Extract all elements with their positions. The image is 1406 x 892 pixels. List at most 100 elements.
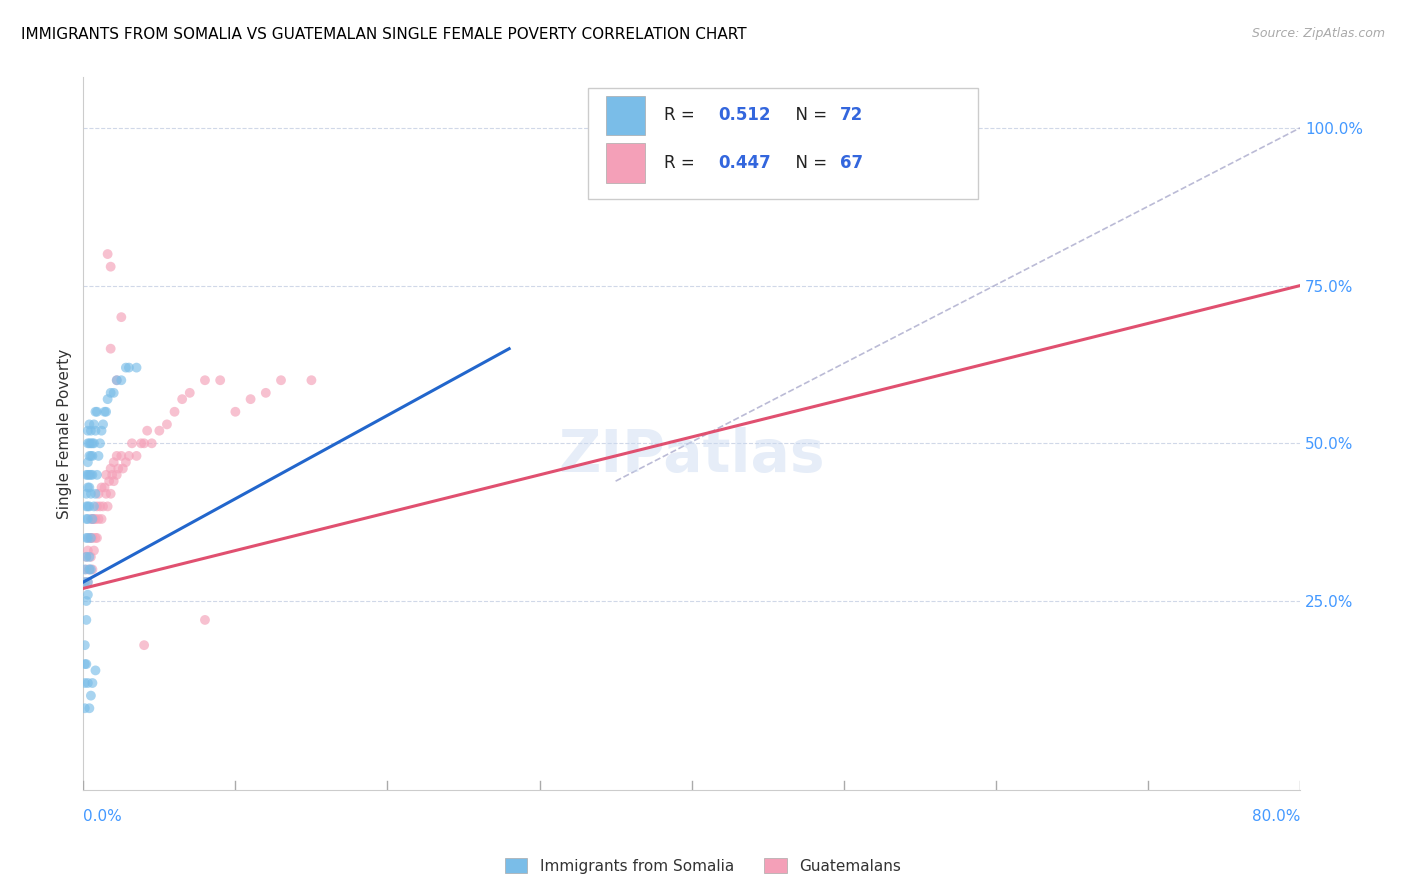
- Point: [73, 575, 96, 590]
- Point: [73, 676, 96, 690]
- Point: [76, 500, 98, 514]
- Point: [97, 392, 120, 406]
- Point: [98, 474, 121, 488]
- Point: [79, 562, 101, 576]
- Point: [82, 512, 104, 526]
- Point: [105, 467, 128, 482]
- Point: [97, 247, 120, 261]
- Point: [80, 467, 103, 482]
- Text: 72: 72: [841, 106, 863, 124]
- Point: [83, 417, 105, 432]
- Text: ZIPatlas: ZIPatlas: [558, 426, 825, 483]
- Point: [73, 657, 96, 671]
- Point: [84, 512, 107, 526]
- Point: [84, 531, 107, 545]
- Point: [87, 487, 110, 501]
- Text: N =: N =: [786, 106, 832, 124]
- Point: [83, 512, 105, 526]
- Point: [80, 449, 103, 463]
- Point: [84, 424, 107, 438]
- Point: [87, 512, 110, 526]
- Point: [100, 260, 122, 274]
- Point: [80, 436, 103, 450]
- Point: [76, 467, 98, 482]
- Text: 0.0%: 0.0%: [83, 809, 122, 824]
- Point: [90, 512, 112, 526]
- Point: [125, 449, 148, 463]
- Point: [82, 436, 104, 450]
- Point: [79, 436, 101, 450]
- Point: [83, 500, 105, 514]
- Text: 0.512: 0.512: [718, 106, 770, 124]
- Point: [76, 575, 98, 590]
- Point: [76, 575, 98, 590]
- Point: [148, 424, 170, 438]
- Point: [84, 405, 107, 419]
- Point: [79, 531, 101, 545]
- Point: [80, 549, 103, 564]
- Point: [84, 487, 107, 501]
- Point: [134, 638, 156, 652]
- Point: [94, 405, 117, 419]
- Point: [141, 436, 163, 450]
- Point: [107, 461, 129, 475]
- FancyBboxPatch shape: [588, 88, 977, 199]
- Point: [209, 373, 232, 387]
- Point: [121, 436, 143, 450]
- Point: [100, 385, 122, 400]
- Point: [75, 467, 97, 482]
- Point: [80, 424, 103, 438]
- FancyBboxPatch shape: [606, 144, 645, 183]
- Point: [103, 455, 125, 469]
- Point: [179, 385, 201, 400]
- Point: [76, 436, 98, 450]
- Point: [163, 405, 186, 419]
- Point: [82, 467, 104, 482]
- Point: [110, 373, 132, 387]
- Point: [73, 638, 96, 652]
- Point: [79, 480, 101, 494]
- Text: R =: R =: [664, 106, 700, 124]
- FancyBboxPatch shape: [606, 95, 645, 135]
- Point: [89, 436, 111, 450]
- Point: [80, 487, 103, 501]
- Point: [79, 701, 101, 715]
- Point: [224, 405, 246, 419]
- Point: [73, 701, 96, 715]
- Point: [79, 500, 101, 514]
- Point: [100, 461, 122, 475]
- Point: [82, 512, 104, 526]
- Point: [129, 436, 152, 450]
- Point: [82, 676, 104, 690]
- Point: [172, 392, 194, 406]
- Point: [91, 500, 114, 514]
- Point: [100, 342, 122, 356]
- Point: [75, 549, 97, 564]
- Text: N =: N =: [786, 154, 832, 172]
- Point: [76, 531, 98, 545]
- Point: [115, 360, 138, 375]
- Point: [75, 594, 97, 608]
- Point: [90, 424, 112, 438]
- Point: [118, 449, 141, 463]
- Y-axis label: Single Female Poverty: Single Female Poverty: [58, 349, 72, 519]
- Text: 0.447: 0.447: [718, 154, 770, 172]
- Point: [86, 531, 108, 545]
- Point: [94, 487, 117, 501]
- Point: [79, 562, 101, 576]
- Point: [110, 449, 132, 463]
- Point: [194, 373, 217, 387]
- Point: [194, 613, 217, 627]
- Point: [79, 417, 101, 432]
- Point: [75, 613, 97, 627]
- Point: [86, 405, 108, 419]
- Point: [73, 562, 96, 576]
- Text: R =: R =: [664, 154, 700, 172]
- Text: 67: 67: [841, 154, 863, 172]
- Point: [93, 405, 115, 419]
- Point: [82, 531, 104, 545]
- Point: [83, 543, 105, 558]
- Point: [75, 500, 97, 514]
- Point: [270, 373, 292, 387]
- Point: [75, 657, 97, 671]
